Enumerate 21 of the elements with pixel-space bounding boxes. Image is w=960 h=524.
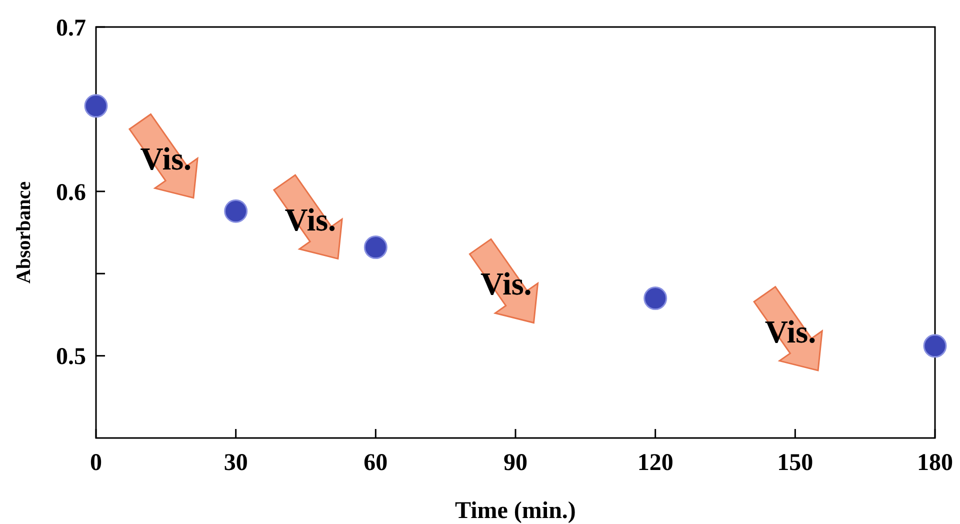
point [84, 94, 108, 118]
y-axis-title: Absorbance [13, 181, 35, 284]
point [644, 286, 668, 310]
x-tick-label: 150 [777, 450, 814, 476]
y-tick-label: 0.5 [56, 344, 86, 370]
annotation: Vis. [480, 266, 532, 302]
x-tick-label: 90 [504, 450, 528, 476]
annotation: Vis. [140, 140, 192, 177]
y-tick-label: 0.7 [56, 15, 86, 42]
x-tick-label: 120 [637, 450, 674, 476]
point [364, 236, 388, 260]
annotation: Vis. [284, 202, 336, 238]
x-axis-title: Time (min.) [455, 498, 576, 524]
point [923, 334, 947, 358]
y-tick-label: 0.6 [56, 180, 86, 206]
annotation: Vis. [764, 313, 816, 350]
point [224, 199, 248, 223]
x-tick-label: 0 [90, 450, 102, 476]
x-tick-label: 60 [364, 450, 388, 476]
x-tick-label: 30 [224, 450, 248, 476]
x-tick-label: 180 [917, 450, 953, 476]
